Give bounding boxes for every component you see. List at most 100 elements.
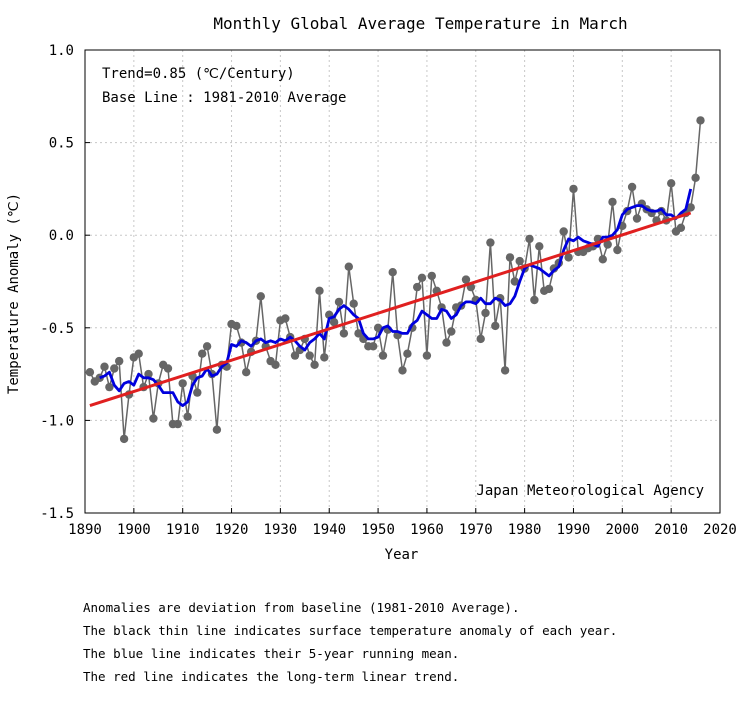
anomaly-point — [481, 308, 490, 318]
anomaly-point — [354, 329, 363, 338]
anomaly-point — [559, 227, 568, 236]
x-tick-label: 1990 — [557, 522, 591, 538]
anomaly-point — [544, 284, 554, 294]
anomaly-point — [505, 253, 515, 262]
baseline-annotation: Base Line : 1981-2010 Average — [102, 90, 346, 106]
anomaly-point — [442, 338, 451, 347]
anomaly-point — [691, 173, 700, 182]
anomaly-point — [290, 351, 300, 360]
x-tick-label: 2010 — [654, 522, 688, 538]
anomaly-point — [398, 366, 407, 375]
anomaly-point — [569, 184, 578, 194]
note-anomaly-line: The black thin line indicates surface te… — [83, 623, 618, 638]
anomaly-point — [491, 321, 500, 331]
anomaly-point — [242, 368, 251, 377]
y-tick-label: -1.5 — [40, 506, 74, 522]
anomaly-point — [163, 364, 173, 373]
anomaly-point — [134, 349, 143, 358]
anomaly-point — [232, 321, 241, 331]
anomaly-point — [281, 314, 290, 323]
trend-line — [89, 211, 692, 408]
anomaly-point — [349, 299, 358, 308]
y-tick-label: 0.0 — [49, 228, 74, 244]
anomaly-point — [198, 349, 207, 358]
notes: Anomalies are deviation from baseline (1… — [83, 596, 617, 688]
anomaly-point — [447, 327, 456, 336]
anomaly-point — [100, 362, 109, 371]
anomaly-point — [373, 323, 383, 332]
anomaly-line — [89, 120, 702, 439]
series-group — [85, 116, 705, 444]
anomaly-point — [510, 277, 519, 286]
x-tick-label: 2020 — [703, 522, 737, 538]
anomaly-point — [403, 349, 412, 358]
anomaly-point — [627, 182, 637, 192]
anomaly-point — [256, 292, 265, 301]
anomaly-point — [305, 351, 314, 360]
anomaly-point — [369, 342, 378, 351]
anomaly-point — [329, 318, 339, 327]
anomaly-point — [613, 245, 622, 255]
labels: 1890 1900 1910 1920 1930 1940 1950 1960 1970 1980… — [6, 14, 737, 563]
anomaly-point — [598, 255, 607, 264]
x-tick-label: 1970 — [459, 522, 493, 538]
anomaly-point — [193, 388, 202, 397]
plot-frame — [84, 49, 721, 514]
anomaly-point — [119, 434, 129, 444]
anomaly-point — [608, 197, 617, 207]
axes — [84, 49, 721, 514]
anomaly-point — [603, 240, 612, 249]
anomaly-point — [461, 275, 471, 284]
x-tick-label: 1960 — [410, 522, 444, 538]
x-tick-label: 1980 — [508, 522, 542, 538]
agency-credit: Japan Meteorological Agency — [476, 483, 704, 499]
y-axis-title: Temperature Anomaly (℃) — [6, 193, 22, 394]
x-tick-label: 1890 — [68, 522, 102, 538]
anomaly-point — [525, 234, 534, 244]
anomaly-point — [417, 273, 427, 282]
anomaly-point — [202, 342, 212, 351]
anomaly-point — [564, 253, 573, 262]
anomaly-point — [310, 360, 319, 369]
anomaly-point — [535, 242, 544, 251]
note-trend-line: The red line indicates the long-term lin… — [83, 669, 460, 684]
anomaly-point — [178, 379, 187, 388]
anomaly-point — [413, 282, 422, 292]
anomaly-point — [344, 262, 353, 271]
anomaly-point — [686, 203, 695, 212]
anomaly-point — [105, 382, 114, 392]
y-tick-label: -1.0 — [40, 413, 74, 429]
x-tick-label: 1950 — [361, 522, 395, 538]
anomaly-point — [144, 369, 153, 379]
anomaly-point — [388, 268, 397, 277]
y-tick-label: 0.5 — [49, 136, 74, 152]
anomaly-point — [476, 334, 485, 344]
x-tick-label: 2000 — [605, 522, 639, 538]
anomaly-point — [378, 351, 388, 360]
anomaly-point — [110, 364, 119, 373]
anomaly-point — [85, 368, 95, 377]
anomaly-point — [676, 223, 686, 232]
temperature-chart: 1890 1900 1910 1920 1930 1940 1950 1960 1970 1980… — [6, 14, 737, 563]
x-tick-label: 1910 — [166, 522, 200, 538]
note-running-mean: The blue line indicates their 5-year run… — [83, 646, 460, 661]
anomaly-point — [549, 264, 559, 273]
note-baseline: Anomalies are deviation from baseline (1… — [83, 600, 520, 615]
anomaly-point — [530, 295, 539, 305]
anomaly-point — [696, 116, 705, 125]
anomaly-point — [212, 425, 222, 434]
anomaly-point — [500, 366, 510, 375]
x-tick-label: 1930 — [264, 522, 298, 538]
x-tick-label: 1900 — [117, 522, 151, 538]
anomaly-point — [320, 353, 329, 362]
anomaly-point — [115, 356, 124, 366]
y-tick-label: -0.5 — [40, 321, 74, 337]
trend-annotation: Trend=0.85 (℃/Century) — [102, 66, 295, 82]
x-tick-label: 1940 — [312, 522, 346, 538]
anomaly-point — [486, 238, 495, 247]
anomaly-point — [339, 329, 349, 338]
x-axis-title: Year — [385, 547, 419, 563]
anomaly-point — [173, 419, 182, 429]
anomaly-point — [271, 360, 280, 369]
y-tick-label: 1.0 — [49, 43, 74, 59]
